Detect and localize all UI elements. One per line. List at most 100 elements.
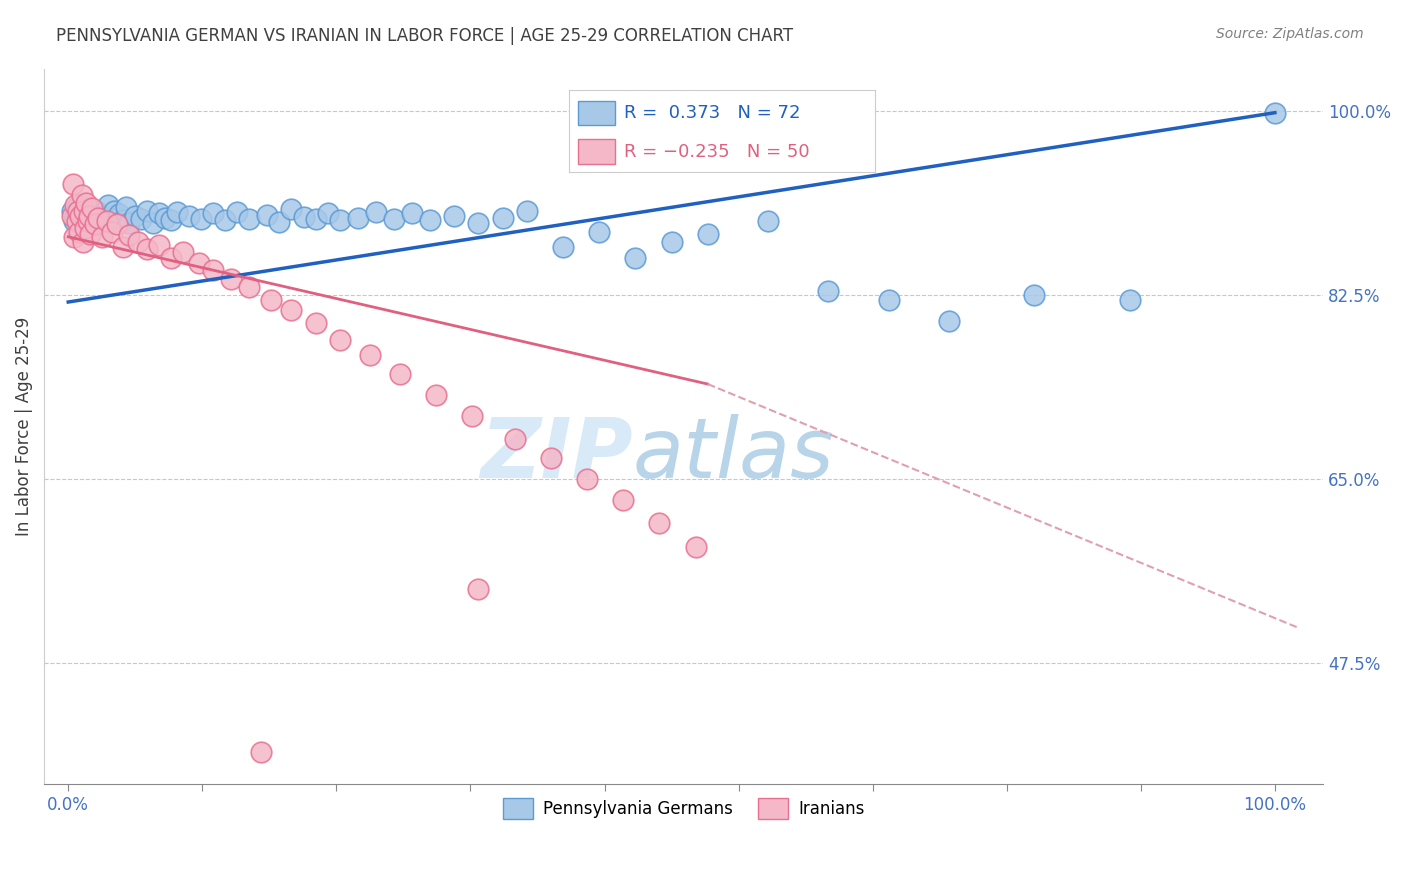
Point (100, 216, 122, 230)
Point (260, 293, 283, 307)
Point (76, 209, 98, 223)
Point (177, 209, 200, 223)
Point (63, 229, 86, 244)
Point (80, 211, 103, 225)
Point (329, 333, 352, 347)
Point (66, 198, 89, 212)
Point (425, 387, 447, 401)
Point (491, 211, 513, 225)
Point (382, 211, 405, 226)
Point (90, 209, 112, 223)
Point (62, 178, 84, 192)
Point (84, 203, 107, 218)
Point (612, 492, 634, 507)
Point (187, 256, 209, 270)
Point (117, 227, 139, 242)
Point (503, 432, 526, 446)
Point (72, 235, 94, 249)
Point (77, 209, 100, 223)
Point (75, 200, 97, 214)
Point (172, 244, 194, 259)
Point (304, 211, 326, 226)
Point (91, 229, 114, 244)
Point (60, 203, 83, 218)
Point (159, 213, 181, 227)
Point (66, 214, 89, 228)
Point (69, 209, 91, 223)
Point (304, 316, 326, 330)
Point (467, 216, 489, 230)
Point (60, 209, 83, 223)
Point (111, 213, 134, 227)
Point (79, 202, 101, 216)
Point (817, 285, 839, 299)
Point (117, 216, 139, 230)
Point (135, 203, 157, 218)
Point (401, 205, 423, 219)
Point (516, 203, 538, 218)
Point (256, 208, 278, 222)
Legend: Pennsylvania Germans, Iranians: Pennsylvania Germans, Iranians (496, 792, 870, 825)
Point (111, 240, 134, 254)
Point (93, 211, 115, 226)
Point (329, 213, 352, 227)
Point (79, 227, 101, 241)
Point (103, 203, 125, 218)
Point (65, 198, 87, 212)
Point (72, 202, 94, 217)
Point (347, 211, 370, 225)
Text: PENNSYLVANIA GERMAN VS IRANIAN IN LABOR FORCE | AGE 25-29 CORRELATION CHART: PENNSYLVANIA GERMAN VS IRANIAN IN LABOR … (56, 27, 793, 45)
Point (148, 205, 170, 219)
Point (124, 209, 146, 223)
Text: Source: ZipAtlas.com: Source: ZipAtlas.com (1216, 27, 1364, 41)
Point (65, 209, 87, 223)
Point (685, 540, 707, 554)
Point (364, 204, 387, 219)
Point (202, 263, 225, 277)
Point (75, 196, 97, 211)
Point (75, 221, 97, 235)
Point (166, 204, 188, 219)
Point (389, 367, 412, 381)
Point (1264, 105, 1286, 120)
Point (576, 472, 599, 486)
Point (250, 745, 273, 759)
Point (190, 211, 212, 226)
Point (148, 238, 170, 252)
Point (105, 217, 128, 231)
Point (316, 205, 339, 219)
Point (66, 203, 89, 218)
Point (648, 516, 671, 530)
Point (461, 409, 484, 423)
Point (66, 203, 89, 218)
Point (877, 293, 900, 307)
Point (202, 205, 225, 219)
Point (76, 214, 98, 228)
Point (624, 251, 647, 265)
Point (280, 202, 302, 217)
Point (70, 187, 93, 202)
Point (135, 243, 157, 257)
Point (83, 217, 105, 231)
Point (77, 216, 100, 230)
Point (238, 211, 260, 226)
Point (82, 205, 104, 219)
Point (100, 225, 122, 239)
Text: atlas: atlas (633, 414, 834, 495)
Point (127, 235, 149, 249)
Point (67, 225, 90, 239)
Point (661, 235, 683, 249)
Point (63, 214, 86, 228)
Point (75, 214, 97, 228)
Point (1022, 287, 1045, 301)
Point (226, 204, 249, 219)
Point (87, 211, 110, 225)
Point (467, 582, 489, 596)
Point (443, 209, 465, 223)
Point (153, 211, 176, 225)
Point (280, 303, 302, 318)
Point (269, 215, 291, 229)
Point (292, 210, 315, 224)
Point (159, 251, 181, 265)
Text: ZIP: ZIP (479, 414, 633, 495)
